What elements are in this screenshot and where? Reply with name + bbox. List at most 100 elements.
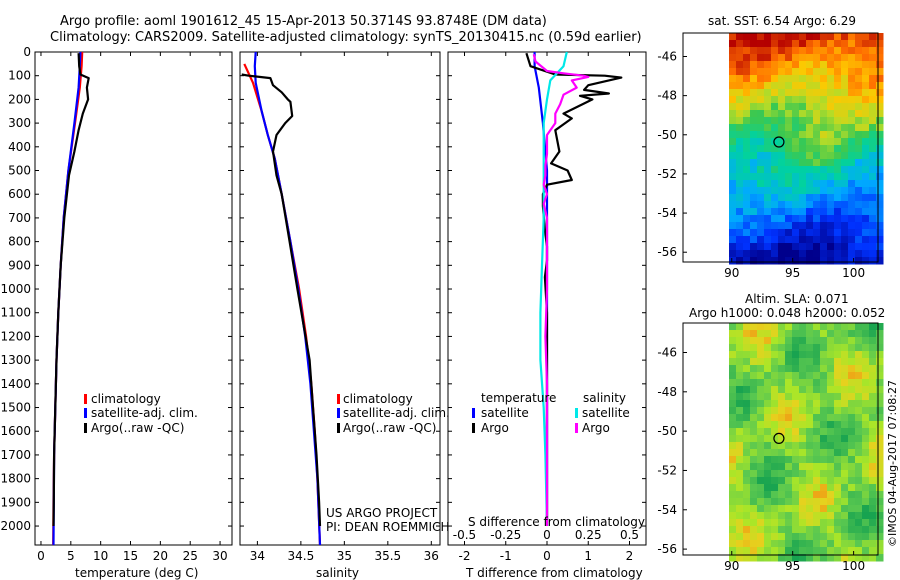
- sst-map-cell: [771, 82, 779, 90]
- sst-map-cell: [729, 194, 737, 202]
- sla-map-cell: [785, 428, 793, 436]
- sla-map-cell: [785, 358, 793, 366]
- sla-map-cell: [806, 365, 814, 373]
- sla-map-cell: [764, 484, 772, 492]
- sst-map-cell: [778, 40, 786, 48]
- sla-map-cell: [799, 414, 807, 422]
- sla-map-cell: [750, 442, 758, 450]
- sst-map-cell: [869, 208, 877, 216]
- sla-map-cell: [729, 386, 737, 394]
- sla-map-cell: [764, 540, 772, 548]
- sla-map-cell: [813, 372, 821, 380]
- sla-map-cell: [827, 372, 835, 380]
- sst-map-cell: [799, 243, 807, 251]
- sst-map-cell: [799, 166, 807, 174]
- sst-map-cell: [834, 257, 842, 265]
- sst-map-cell: [729, 236, 737, 244]
- series-line-salinity-argo-raw-qc-: [241, 73, 322, 527]
- sst-map-y-tick-label: -46: [657, 49, 677, 63]
- sla-map-cell: [764, 407, 772, 415]
- sst-map-cell: [736, 103, 744, 111]
- sst-map-cell: [862, 40, 870, 48]
- sla-map-cell: [806, 393, 814, 401]
- sla-map-cell: [799, 393, 807, 401]
- sla-map-cell: [736, 512, 744, 520]
- sst-map-cell: [799, 117, 807, 125]
- sla-map-cell: [785, 407, 793, 415]
- sla-map-cell: [743, 323, 751, 331]
- sla-map-cell: [827, 323, 835, 331]
- sla-map-cell: [750, 344, 758, 352]
- sst-map-cell: [855, 103, 863, 111]
- sla-map-cell: [841, 428, 849, 436]
- sst-map-cell: [743, 215, 751, 223]
- sst-map-cell: [876, 208, 884, 216]
- sla-map-cell: [806, 484, 814, 492]
- sst-map-cell: [757, 173, 765, 181]
- sla-map-cell: [862, 449, 870, 457]
- sla-map-cell: [743, 498, 751, 506]
- sst-map-cell: [827, 250, 835, 258]
- sla-map-cell: [743, 330, 751, 338]
- sst-map-cell: [792, 110, 800, 118]
- temp-legend-swatch-argo: [84, 423, 87, 433]
- sst-map-cell: [813, 75, 821, 83]
- sla-map-cell: [743, 526, 751, 534]
- sla-map-cell: [799, 435, 807, 443]
- sst-map-cell: [792, 208, 800, 216]
- sla-map-cell: [869, 386, 877, 394]
- sla-map-cell: [778, 330, 786, 338]
- sla-map-cell: [792, 351, 800, 359]
- sla-map-cell: [778, 456, 786, 464]
- sst-map-cell: [792, 173, 800, 181]
- sst-map-cell: [827, 54, 835, 62]
- sla-map-cell: [757, 449, 765, 457]
- sst-map-cell: [862, 208, 870, 216]
- sla-map-cell: [876, 337, 884, 345]
- sst-map-cell: [862, 229, 870, 237]
- sst-map-cell: [736, 124, 744, 132]
- sla-map-cell: [876, 512, 884, 520]
- sla-map-x-tick-label: 90: [724, 559, 739, 573]
- sla-map-cell: [757, 421, 765, 429]
- sla-map-cell: [827, 379, 835, 387]
- sst-map-cell: [778, 208, 786, 216]
- sst-map-cell: [750, 33, 758, 41]
- sla-map-cell: [778, 428, 786, 436]
- sst-map-cell: [862, 215, 870, 223]
- sst-map-cell: [876, 166, 884, 174]
- sla-map-cell: [855, 442, 863, 450]
- sla-map-cell: [841, 470, 849, 478]
- sst-map-cell: [841, 180, 849, 188]
- sla-map-cell: [813, 547, 821, 555]
- sst-map-cell: [778, 117, 786, 125]
- sla-map-cell: [834, 491, 842, 499]
- sst-map-cell: [750, 131, 758, 139]
- sla-map-cell: [834, 554, 842, 562]
- sst-map-cell: [841, 229, 849, 237]
- sla-map-cell: [799, 421, 807, 429]
- sst-map-cell: [813, 222, 821, 230]
- sla-map-cell: [813, 456, 821, 464]
- sla-map-cell: [785, 477, 793, 485]
- sst-map-cell: [841, 173, 849, 181]
- sst-map-cell: [841, 250, 849, 258]
- sla-map-cell: [806, 421, 814, 429]
- sla-map-cell: [792, 379, 800, 387]
- sla-map-cell: [862, 365, 870, 373]
- sla-map-cell: [834, 519, 842, 527]
- sla-map-cell: [876, 477, 884, 485]
- sst-map-cell: [813, 117, 821, 125]
- sst-map-cell: [799, 47, 807, 55]
- sla-map-cell: [792, 491, 800, 499]
- sla-map-cell: [834, 533, 842, 541]
- sst-map-cell: [813, 201, 821, 209]
- sla-map-cell: [771, 337, 779, 345]
- sst-map-cell: [848, 173, 856, 181]
- sla-map-cell: [862, 547, 870, 555]
- sla-map-cell: [799, 547, 807, 555]
- sla-map-cell: [820, 337, 828, 345]
- sla-map-cell: [792, 470, 800, 478]
- sla-map-cell: [841, 484, 849, 492]
